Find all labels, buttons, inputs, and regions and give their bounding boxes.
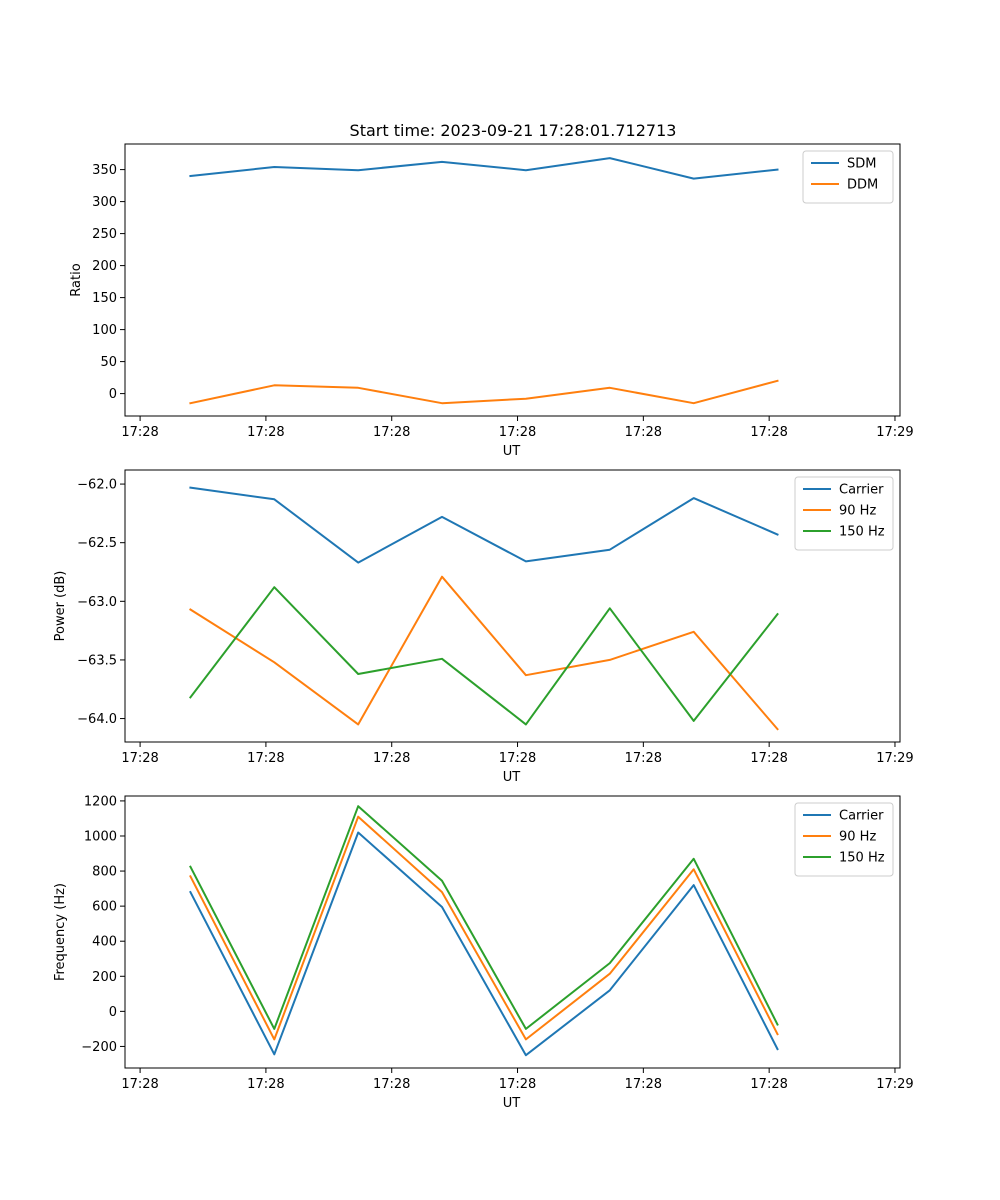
series-line-carrier <box>189 831 779 1057</box>
y-tick-label: 800 <box>92 865 117 880</box>
x-tick-label: 17:29 <box>876 425 913 440</box>
y-tick-label: 1200 <box>84 794 117 809</box>
x-tick-label: 17:28 <box>247 751 284 766</box>
legend: SDM DDM <box>802 150 894 204</box>
x-tick-label: 17:28 <box>750 425 787 440</box>
panel-1: 17:28 17:28 17:28 17:28 17:28 17:28 17:29 0 50 10… <box>69 143 914 459</box>
y-tick-label: −62.5 <box>77 536 117 551</box>
y-tick-label: 300 <box>92 195 117 210</box>
x-axis-label: UT <box>503 1096 521 1111</box>
series-line-sdm <box>189 157 779 180</box>
panel-2: 17:28 17:28 17:28 17:28 17:28 17:28 17:29 −64.0… <box>53 469 914 785</box>
series-line-90-hz <box>189 815 779 1041</box>
x-tick-label: 17:28 <box>373 425 410 440</box>
axes-frame <box>124 143 901 417</box>
x-tick-label: 17:28 <box>121 1077 158 1092</box>
x-tick-label: 17:28 <box>121 751 158 766</box>
y-tick-label: 400 <box>92 935 117 950</box>
x-tick-label: 17:28 <box>750 751 787 766</box>
y-tick-label: 600 <box>92 900 117 915</box>
x-tick-label: 17:28 <box>625 751 662 766</box>
series-line-150-hz <box>189 805 779 1030</box>
y-tick-label: −63.0 <box>77 595 117 610</box>
legend-label: 90 Hz <box>839 504 876 519</box>
x-tick-label: 17:29 <box>876 1077 913 1092</box>
x-axis-label: UT <box>503 444 521 459</box>
axes-frame <box>124 795 901 1069</box>
x-tick-label: 17:29 <box>876 751 913 766</box>
legend-label: 150 Hz <box>839 525 885 540</box>
y-axis-label: Ratio <box>69 263 84 296</box>
series-line-ddm <box>189 379 779 405</box>
x-tick-label: 17:28 <box>625 425 662 440</box>
legend-label: Carrier <box>839 809 884 824</box>
series-line-carrier <box>189 486 779 564</box>
y-tick-label: 200 <box>92 259 117 274</box>
x-tick-label: 17:28 <box>625 1077 662 1092</box>
y-tick-label: 0 <box>109 387 117 402</box>
y-tick-label: 250 <box>92 227 117 242</box>
y-tick-label: 150 <box>92 291 117 306</box>
y-tick-label: −64.0 <box>77 712 117 727</box>
y-tick-label: 350 <box>92 163 117 178</box>
legend-label: SDM <box>847 157 876 172</box>
x-tick-label: 17:28 <box>373 1077 410 1092</box>
y-tick-label: −200 <box>81 1040 117 1055</box>
x-tick-label: 17:28 <box>499 751 536 766</box>
y-axis-label: Power (dB) <box>53 571 68 642</box>
x-tick-label: 17:28 <box>247 425 284 440</box>
y-tick-label: 50 <box>100 355 117 370</box>
axes-frame <box>124 469 901 743</box>
x-tick-label: 17:28 <box>499 425 536 440</box>
x-tick-label: 17:28 <box>247 1077 284 1092</box>
series-line-150-hz <box>188 586 779 726</box>
y-tick-label: −63.5 <box>77 653 117 668</box>
x-tick-label: 17:28 <box>750 1077 787 1092</box>
x-tick-label: 17:28 <box>499 1077 536 1092</box>
legend: Carrier 90 Hz 150 Hz <box>794 476 894 551</box>
y-tick-label: 100 <box>92 323 117 338</box>
y-tick-label: 200 <box>92 970 117 985</box>
y-axis-label: Frequency (Hz) <box>53 883 68 981</box>
x-axis-label: UT <box>503 770 521 785</box>
legend-label: DDM <box>847 178 878 193</box>
series-line-90-hz <box>189 575 779 731</box>
legend: Carrier 90 Hz 150 Hz <box>794 802 894 877</box>
y-tick-label: 0 <box>109 1005 117 1020</box>
panel-3: 17:28 17:28 17:28 17:28 17:28 17:28 17:29 −200 0… <box>53 794 914 1111</box>
y-tick-label: 1000 <box>84 829 117 844</box>
legend-label: 90 Hz <box>839 830 876 845</box>
y-tick-label: −62.0 <box>77 478 117 493</box>
x-tick-label: 17:28 <box>121 425 158 440</box>
chart-title: Start time: 2023-09-21 17:28:01.712713 <box>350 121 677 140</box>
legend-label: Carrier <box>839 483 884 498</box>
x-tick-label: 17:28 <box>373 751 410 766</box>
legend-label: 150 Hz <box>839 851 885 866</box>
